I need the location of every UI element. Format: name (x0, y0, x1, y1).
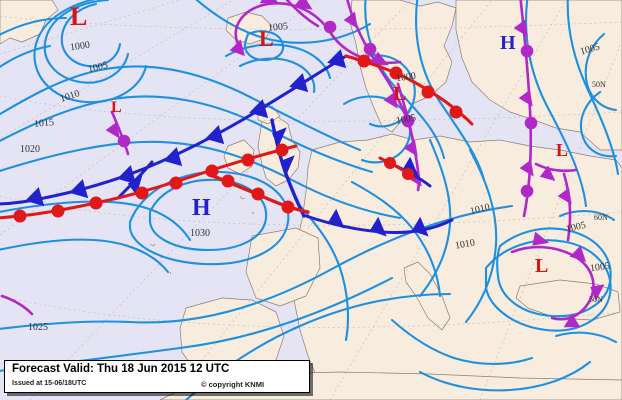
graticule-label: 60N (594, 213, 608, 222)
forecast-valid-title: Forecast Valid: Thu 18 Jun 2015 12 UTC (12, 363, 230, 375)
isobar-label: 1030 (190, 228, 210, 239)
isobar-label: 1015 (33, 116, 55, 131)
graticule-label: 50N (592, 80, 606, 89)
coastline-detail (149, 195, 255, 275)
pressure-centre-low: L (535, 255, 549, 277)
isobar-label: 1020 (20, 144, 40, 155)
pressure-centre-low: L (111, 99, 122, 116)
isobar-label: 1025 (28, 322, 48, 333)
caption-box: Forecast Valid: Thu 18 Jun 2015 12 UTC I… (4, 360, 310, 393)
graticule-label: 50N (589, 295, 603, 304)
isobar-label: 1005 (267, 20, 289, 35)
pressure-centre-low: L (556, 140, 569, 160)
warm-fronts (0, 54, 474, 223)
pressure-centre-high: H (500, 32, 516, 54)
pressure-centre-low: L (393, 83, 407, 105)
pressure-centre-low: L (70, 2, 88, 31)
copyright-text: © copyright KNMI (201, 380, 265, 389)
issued-at-text: Issued at 15-06/18UTC (12, 380, 87, 387)
pressure-centre-low: L (259, 26, 274, 51)
pressure-centre-high: H (192, 195, 211, 221)
